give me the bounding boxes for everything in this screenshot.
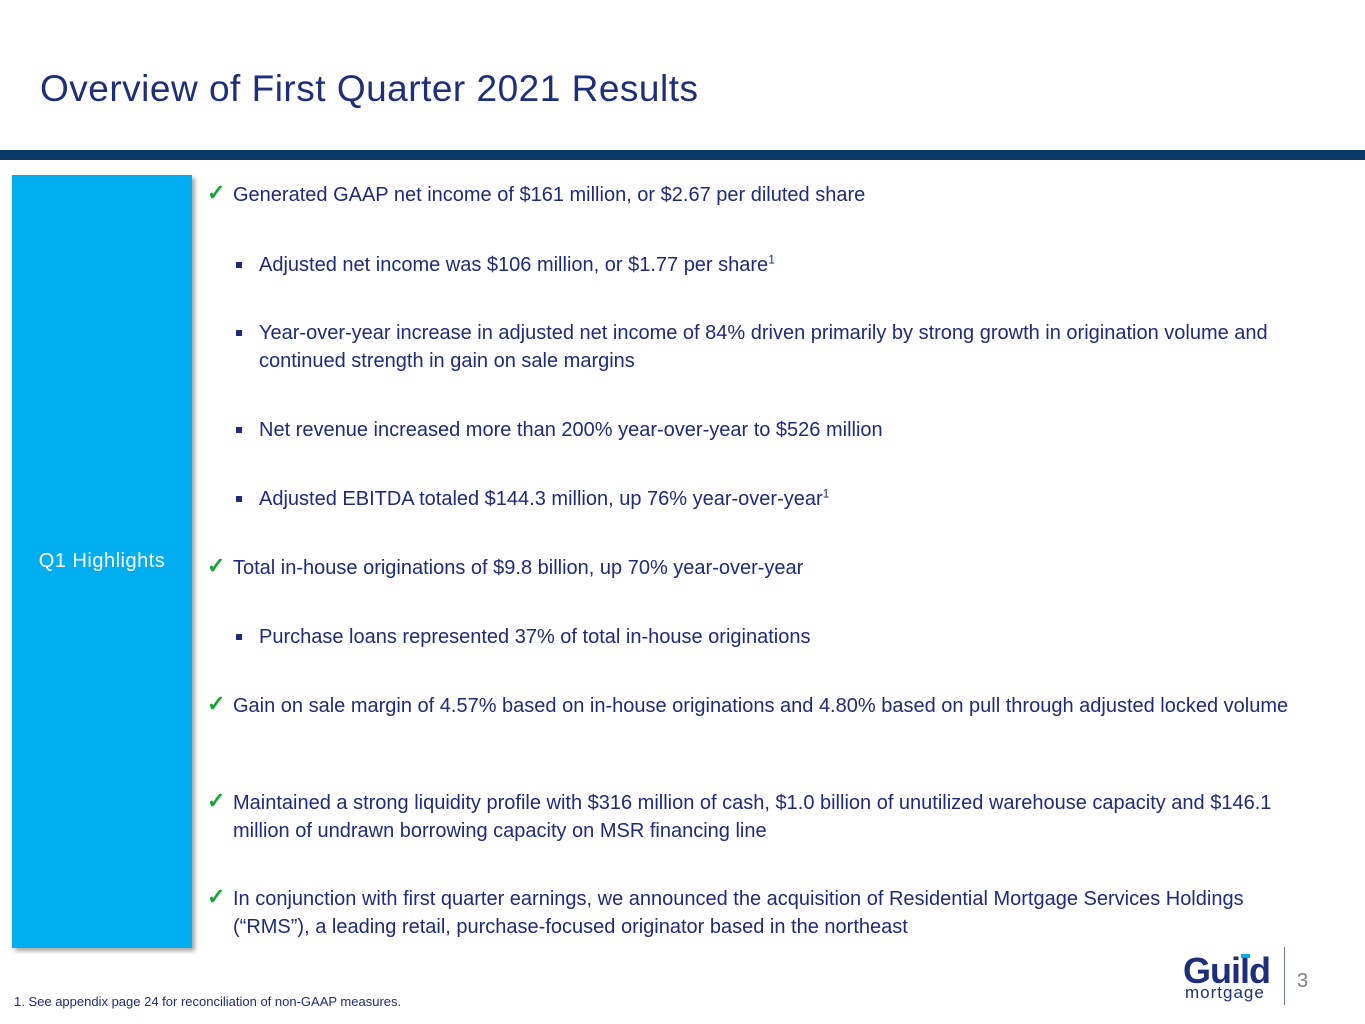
page-title: Overview of First Quarter 2021 Results xyxy=(40,68,699,109)
sidebar-label: Q1 Highlights xyxy=(38,550,166,572)
bullet-icon xyxy=(236,427,242,433)
page-number: 3 xyxy=(1297,970,1309,992)
sub-item-text: Adjusted net income was $106 million, or… xyxy=(259,254,769,276)
sub-item-text: Year-over-year increase in adjusted net … xyxy=(259,322,1268,372)
bullet-icon xyxy=(236,330,242,336)
highlights-sidebar: Q1 Highlights xyxy=(12,175,192,948)
sub-item: Adjusted net income was $106 million, or… xyxy=(259,251,1309,279)
checkmark-icon: ✓ xyxy=(207,884,226,909)
sub-item-text: Purchase loans represented 37% of total … xyxy=(259,626,811,648)
highlight-text: Gain on sale margin of 4.57% based on in… xyxy=(233,695,1289,717)
checkmark-icon: ✓ xyxy=(207,788,226,813)
footnote: 1. See appendix page 24 for reconciliati… xyxy=(14,994,402,1009)
highlight-item: Gain on sale margin of 4.57% based on in… xyxy=(233,692,1308,720)
highlight-text: Generated GAAP net income of $161 millio… xyxy=(233,184,866,206)
sub-item-text: Net revenue increased more than 200% yea… xyxy=(259,419,883,441)
logo-accent xyxy=(1241,954,1250,958)
sub-item: Adjusted EBITDA totaled $144.3 million, … xyxy=(259,485,1309,513)
bullet-icon xyxy=(236,262,242,268)
checkmark-icon: ✓ xyxy=(207,180,226,205)
bullet-icon xyxy=(236,496,242,502)
footnote-marker: 1 xyxy=(822,486,830,501)
header-divider xyxy=(0,150,1365,160)
sub-item: Year-over-year increase in adjusted net … xyxy=(259,319,1309,375)
bullet-icon xyxy=(236,634,242,640)
sub-item-text: Adjusted EBITDA totaled $144.3 million, … xyxy=(259,488,823,510)
guild-mortgage-logo: Guild mortgage xyxy=(1183,950,1275,1004)
highlight-item: Total in-house originations of $9.8 bill… xyxy=(233,554,1313,582)
sub-item: Net revenue increased more than 200% yea… xyxy=(259,416,1309,444)
highlight-text: Maintained a strong liquidity profile wi… xyxy=(233,792,1272,842)
checkmark-icon: ✓ xyxy=(207,553,226,578)
highlight-text: In conjunction with first quarter earnin… xyxy=(233,888,1244,938)
checkmark-icon: ✓ xyxy=(207,691,226,716)
logo-divider xyxy=(1284,947,1285,1005)
highlight-text: Total in-house originations of $9.8 bill… xyxy=(233,557,804,579)
highlight-item: Maintained a strong liquidity profile wi… xyxy=(233,789,1318,845)
sub-item: Purchase loans represented 37% of total … xyxy=(259,623,1309,651)
highlight-item: In conjunction with first quarter earnin… xyxy=(233,885,1313,941)
highlight-item: Generated GAAP net income of $161 millio… xyxy=(233,181,1313,209)
footnote-marker: 1 xyxy=(768,252,775,267)
logo-subtitle: mortgage xyxy=(1185,983,1265,1002)
logo-wordmark: Guild xyxy=(1183,950,1271,991)
